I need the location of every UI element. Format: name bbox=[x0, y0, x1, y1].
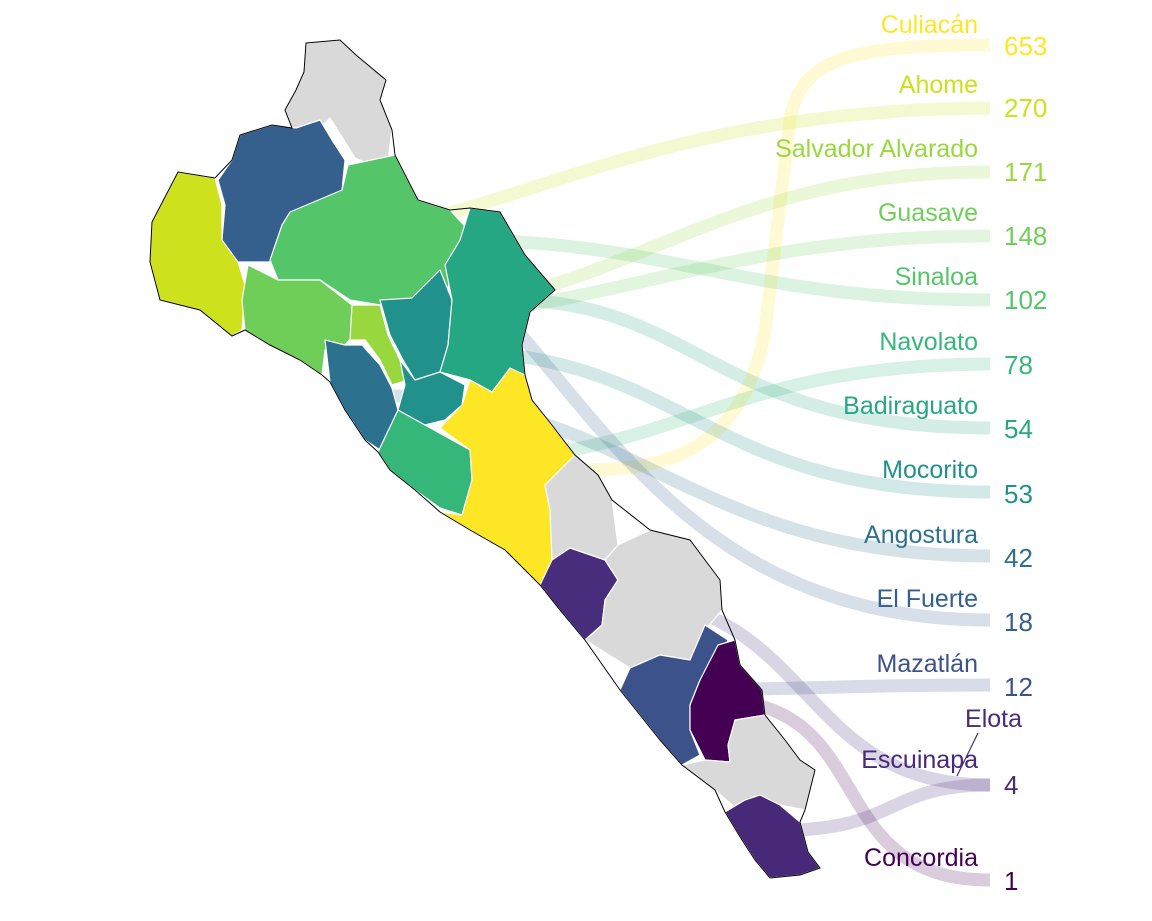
ribbon-escuinapa bbox=[759, 778, 991, 837]
value-escuinapa: 4 bbox=[1004, 770, 1018, 800]
label-ahome: Ahome bbox=[899, 71, 978, 99]
label-escuinapa: Escuinapa bbox=[861, 746, 978, 774]
label-concordia: Concordia bbox=[864, 844, 978, 872]
label-angostura: Angostura bbox=[864, 521, 978, 549]
value-mazatlan: 12 bbox=[1004, 672, 1033, 702]
ribbon-culiacan bbox=[569, 38, 991, 477]
value-angostura: 42 bbox=[1004, 543, 1033, 573]
value-navolato: 78 bbox=[1004, 350, 1033, 380]
label-mazatlan: Mazatlán bbox=[877, 650, 978, 678]
value-mocorito: 53 bbox=[1004, 479, 1033, 509]
coastline bbox=[149, 39, 821, 879]
label-salvador: Salvador Alvarado bbox=[775, 135, 978, 163]
label-badiraguato: Badiraguato bbox=[843, 392, 978, 420]
value-ahome: 270 bbox=[1004, 93, 1047, 123]
municipality-polygons bbox=[149, 39, 821, 879]
ribbon-concordia bbox=[719, 693, 991, 887]
label-mocorito: Mocorito bbox=[882, 456, 978, 484]
value-salvador: 171 bbox=[1004, 157, 1047, 187]
label-elota: Elota bbox=[965, 705, 1022, 733]
label-culiacan: Culiacán bbox=[881, 11, 978, 39]
label-sinaloa: Sinaloa bbox=[895, 263, 978, 291]
value-elfuerte: 18 bbox=[1004, 607, 1033, 637]
value-concordia: 1 bbox=[1004, 866, 1018, 896]
ribbon-badiraguato bbox=[479, 292, 991, 435]
value-sinaloa: 102 bbox=[1004, 285, 1047, 315]
municipality-mocorito-strip bbox=[397, 359, 466, 426]
label-navolato: Navolato bbox=[879, 328, 978, 356]
value-culiacan: 653 bbox=[1004, 31, 1047, 61]
label-elfuerte: El Fuerte bbox=[877, 585, 978, 613]
value-badiraguato: 54 bbox=[1004, 414, 1033, 444]
label-guasave: Guasave bbox=[878, 199, 978, 227]
municipality-salvador bbox=[349, 304, 409, 386]
value-guasave: 148 bbox=[1004, 221, 1047, 251]
label-column: Culiacán 653 Ahome 270 Salvador Alvarado 171 G… bbox=[775, 11, 1047, 896]
elota-leader-line bbox=[956, 732, 979, 777]
